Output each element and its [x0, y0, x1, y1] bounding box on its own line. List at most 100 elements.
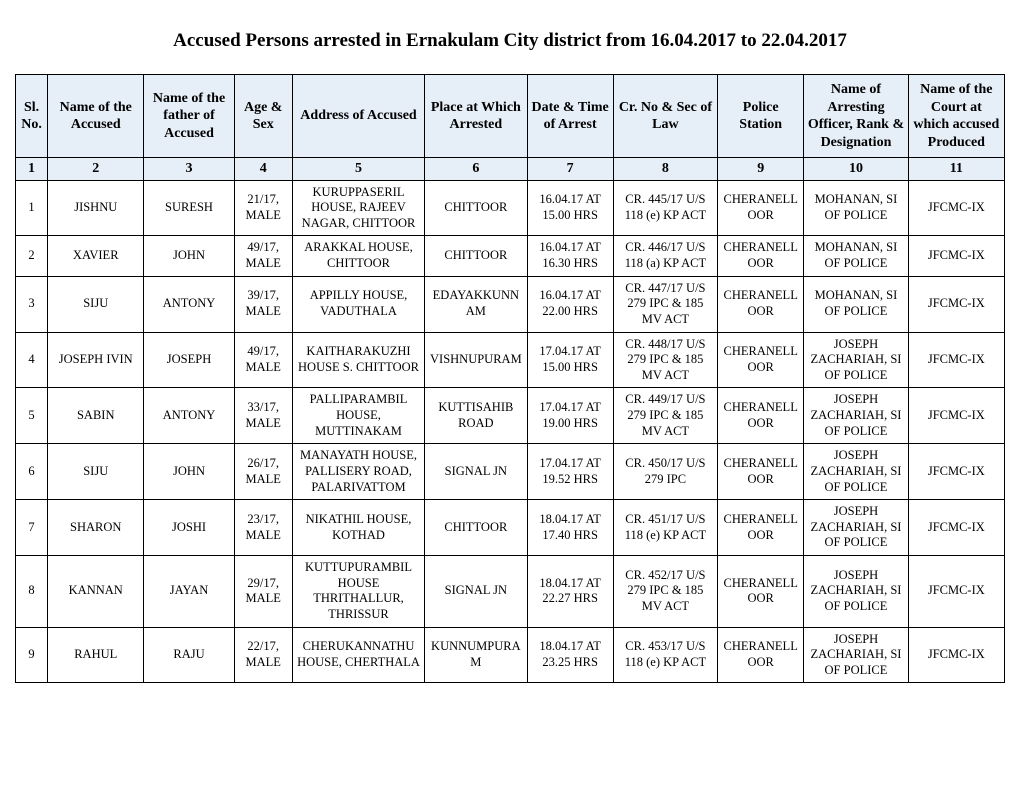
cell-place: SIGNAL JN [425, 444, 527, 500]
cell-officer: MOHANAN, SI OF POLICE [804, 236, 908, 276]
table-row: 9RAHULRAJU22/17, MALECHERUKANNATHU HOUSE… [16, 627, 1005, 683]
cell-court: JFCMC-IX [908, 444, 1004, 500]
cell-age: 21/17, MALE [234, 180, 292, 236]
colnum: 3 [144, 158, 234, 181]
col-ps: Police Station [718, 75, 804, 158]
cell-name: JISHNU [48, 180, 144, 236]
cell-father: JOSEPH [144, 332, 234, 388]
cell-ps: CHERANELLOOR [718, 627, 804, 683]
cell-datetime: 17.04.17 AT 15.00 HRS [527, 332, 613, 388]
cell-age: 29/17, MALE [234, 556, 292, 628]
cell-age: 33/17, MALE [234, 388, 292, 444]
cell-sl: 7 [16, 500, 48, 556]
cell-officer: MOHANAN, SI OF POLICE [804, 276, 908, 332]
cell-place: SIGNAL JN [425, 556, 527, 628]
cell-crno: CR. 450/17 U/S 279 IPC [613, 444, 717, 500]
col-age: Age & Sex [234, 75, 292, 158]
cell-sl: 3 [16, 276, 48, 332]
cell-age: 49/17, MALE [234, 332, 292, 388]
cell-crno: CR. 452/17 U/S 279 IPC & 185 MV ACT [613, 556, 717, 628]
cell-officer: JOSEPH ZACHARIAH, SI OF POLICE [804, 388, 908, 444]
cell-court: JFCMC-IX [908, 388, 1004, 444]
col-father: Name of the father of Accused [144, 75, 234, 158]
colnum: 11 [908, 158, 1004, 181]
cell-crno: CR. 448/17 U/S 279 IPC & 185 MV ACT [613, 332, 717, 388]
cell-place: VISHNUPURAM [425, 332, 527, 388]
cell-crno: CR. 447/17 U/S 279 IPC & 185 MV ACT [613, 276, 717, 332]
cell-crno: CR. 451/17 U/S 118 (e) KP ACT [613, 500, 717, 556]
cell-sl: 4 [16, 332, 48, 388]
col-addr: Address of Accused [292, 75, 424, 158]
table-row: 1JISHNUSURESH21/17, MALEKURUPPASERIL HOU… [16, 180, 1005, 236]
cell-father: JOHN [144, 236, 234, 276]
cell-addr: KUTTUPURAMBIL HOUSE THRITHALLUR, THRISSU… [292, 556, 424, 628]
table-row: 8KANNANJAYAN29/17, MALEKUTTUPURAMBIL HOU… [16, 556, 1005, 628]
table-number-row: 1 2 3 4 5 6 7 8 9 10 11 [16, 158, 1005, 181]
table-header-row: Sl. No. Name of the Accused Name of the … [16, 75, 1005, 158]
cell-court: JFCMC-IX [908, 627, 1004, 683]
cell-name: SHARON [48, 500, 144, 556]
colnum: 4 [234, 158, 292, 181]
cell-datetime: 17.04.17 AT 19.00 HRS [527, 388, 613, 444]
cell-datetime: 16.04.17 AT 22.00 HRS [527, 276, 613, 332]
cell-age: 39/17, MALE [234, 276, 292, 332]
cell-name: RAHUL [48, 627, 144, 683]
cell-court: JFCMC-IX [908, 500, 1004, 556]
cell-officer: JOSEPH ZACHARIAH, SI OF POLICE [804, 444, 908, 500]
colnum: 1 [16, 158, 48, 181]
cell-place: CHITTOOR [425, 500, 527, 556]
table-row: 6SIJUJOHN26/17, MALEMANAYATH HOUSE, PALL… [16, 444, 1005, 500]
cell-father: ANTONY [144, 388, 234, 444]
cell-ps: CHERANELLOOR [718, 388, 804, 444]
page-title: Accused Persons arrested in Ernakulam Ci… [15, 30, 1005, 52]
cell-sl: 5 [16, 388, 48, 444]
table-body: 1JISHNUSURESH21/17, MALEKURUPPASERIL HOU… [16, 180, 1005, 683]
cell-ps: CHERANELLOOR [718, 236, 804, 276]
cell-father: ANTONY [144, 276, 234, 332]
cell-addr: PALLIPARAMBIL HOUSE, MUTTINAKAM [292, 388, 424, 444]
cell-crno: CR. 445/17 U/S 118 (e) KP ACT [613, 180, 717, 236]
cell-addr: KURUPPASERIL HOUSE, RAJEEV NAGAR, CHITTO… [292, 180, 424, 236]
col-court: Name of the Court at which accused Produ… [908, 75, 1004, 158]
cell-addr: KAITHARAKUZHI HOUSE S. CHITTOOR [292, 332, 424, 388]
cell-name: SIJU [48, 276, 144, 332]
cell-name: XAVIER [48, 236, 144, 276]
col-crno: Cr. No & Sec of Law [613, 75, 717, 158]
cell-place: CHITTOOR [425, 236, 527, 276]
cell-addr: CHERUKANNATHU HOUSE, CHERTHALA [292, 627, 424, 683]
cell-ps: CHERANELLOOR [718, 444, 804, 500]
cell-officer: JOSEPH ZACHARIAH, SI OF POLICE [804, 627, 908, 683]
cell-court: JFCMC-IX [908, 556, 1004, 628]
cell-ps: CHERANELLOOR [718, 180, 804, 236]
col-date: Date & Time of Arrest [527, 75, 613, 158]
cell-court: JFCMC-IX [908, 236, 1004, 276]
table-row: 2XAVIERJOHN49/17, MALEARAKKAL HOUSE, CHI… [16, 236, 1005, 276]
colnum: 9 [718, 158, 804, 181]
cell-age: 49/17, MALE [234, 236, 292, 276]
cell-crno: CR. 453/17 U/S 118 (e) KP ACT [613, 627, 717, 683]
cell-officer: JOSEPH ZACHARIAH, SI OF POLICE [804, 332, 908, 388]
cell-sl: 9 [16, 627, 48, 683]
cell-addr: ARAKKAL HOUSE, CHITTOOR [292, 236, 424, 276]
cell-name: SIJU [48, 444, 144, 500]
cell-ps: CHERANELLOOR [718, 276, 804, 332]
cell-age: 23/17, MALE [234, 500, 292, 556]
cell-father: JOSHI [144, 500, 234, 556]
cell-sl: 2 [16, 236, 48, 276]
cell-officer: JOSEPH ZACHARIAH, SI OF POLICE [804, 500, 908, 556]
colnum: 10 [804, 158, 908, 181]
colnum: 5 [292, 158, 424, 181]
colnum: 8 [613, 158, 717, 181]
cell-ps: CHERANELLOOR [718, 332, 804, 388]
cell-datetime: 16.04.17 AT 16.30 HRS [527, 236, 613, 276]
cell-ps: CHERANELLOOR [718, 500, 804, 556]
cell-officer: MOHANAN, SI OF POLICE [804, 180, 908, 236]
table-row: 4JOSEPH IVINJOSEPH49/17, MALEKAITHARAKUZ… [16, 332, 1005, 388]
col-place: Place at Which Arrested [425, 75, 527, 158]
colnum: 7 [527, 158, 613, 181]
colnum: 6 [425, 158, 527, 181]
cell-datetime: 16.04.17 AT 15.00 HRS [527, 180, 613, 236]
cell-age: 22/17, MALE [234, 627, 292, 683]
cell-datetime: 18.04.17 AT 23.25 HRS [527, 627, 613, 683]
cell-addr: MANAYATH HOUSE, PALLISERY ROAD, PALARIVA… [292, 444, 424, 500]
